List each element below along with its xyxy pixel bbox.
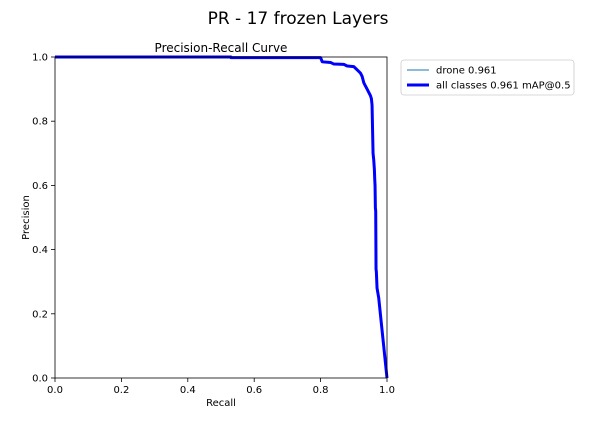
legend: drone 0.961 all classes 0.961 mAP@0.5 <box>400 59 575 96</box>
chart-title: Precision-Recall Curve <box>155 41 288 55</box>
y-tick-label: 0.2 <box>32 309 48 320</box>
plot-area <box>54 55 389 379</box>
x-tick-label: 1.0 <box>379 385 395 396</box>
legend-entries: drone 0.961 all classes 0.961 mAP@0.5 <box>407 66 571 92</box>
x-axis-ticks: 0.0 0.2 0.4 0.6 0.8 1.0 <box>47 378 395 396</box>
x-tick-label: 0.8 <box>313 385 329 396</box>
y-tick-label: 0.6 <box>32 181 48 192</box>
plot-background <box>55 57 387 378</box>
series-line-1 <box>55 55 389 379</box>
legend-frame <box>400 59 575 96</box>
x-tick-label: 0.0 <box>47 385 63 396</box>
y-tick-label: 0.4 <box>32 245 48 256</box>
x-axis-label: Recall <box>206 398 236 409</box>
y-axis-ticks: 0.0 0.2 0.4 0.6 0.8 1.0 <box>32 53 55 385</box>
y-tick-label: 1.0 <box>32 53 48 64</box>
axes-frame <box>54 56 388 379</box>
x-tick-label: 0.6 <box>246 385 262 396</box>
figure-suptitle: PR - 17 frozen Layers <box>208 9 389 29</box>
y-axis-label: Precision <box>21 195 32 240</box>
legend-label: all classes 0.961 mAP@0.5 <box>436 81 571 92</box>
legend-label: drone 0.961 <box>436 66 497 77</box>
y-tick-label: 0.0 <box>32 374 48 385</box>
x-tick-label: 0.4 <box>180 385 196 396</box>
x-tick-label: 0.2 <box>113 385 129 396</box>
series-layer <box>55 55 389 379</box>
y-tick-label: 0.8 <box>32 117 48 128</box>
